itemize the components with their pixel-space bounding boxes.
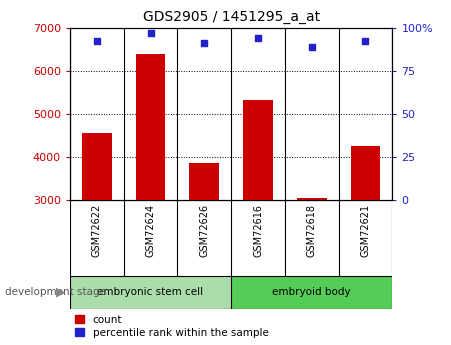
Bar [297, 198, 327, 200]
Point [201, 40, 208, 46]
Text: development stage: development stage [5, 287, 106, 297]
Text: GSM72622: GSM72622 [92, 204, 102, 257]
Legend: count, percentile rank within the sample: count, percentile rank within the sample [75, 315, 269, 338]
Point [147, 30, 154, 36]
Text: GSM72626: GSM72626 [199, 204, 209, 257]
Point [93, 39, 101, 44]
Text: embryoid body: embryoid body [272, 287, 351, 297]
Text: ▶: ▶ [56, 286, 66, 299]
Text: GSM72624: GSM72624 [146, 204, 156, 257]
Bar [136, 54, 166, 200]
Point [308, 44, 315, 49]
Bar [189, 164, 219, 200]
Bar [82, 133, 111, 200]
Text: GSM72616: GSM72616 [253, 204, 263, 257]
Text: GSM72618: GSM72618 [307, 204, 317, 257]
Point [362, 39, 369, 44]
Text: GSM72621: GSM72621 [360, 204, 371, 257]
Text: embryonic stem cell: embryonic stem cell [97, 287, 203, 297]
Title: GDS2905 / 1451295_a_at: GDS2905 / 1451295_a_at [143, 10, 320, 24]
Bar [243, 100, 273, 200]
Point [254, 35, 262, 41]
Bar [351, 146, 380, 200]
